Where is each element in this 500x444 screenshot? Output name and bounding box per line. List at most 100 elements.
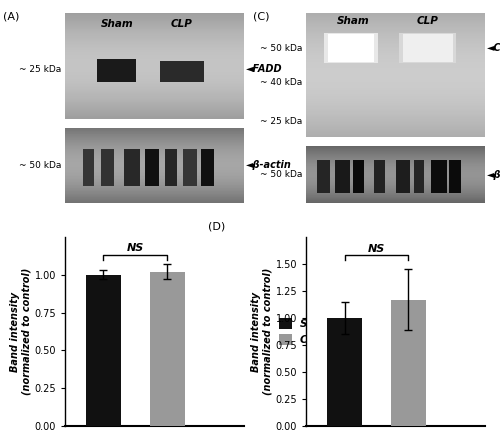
- Bar: [65, 149, 244, 150]
- Bar: [65, 101, 244, 102]
- Bar: [65, 40, 244, 41]
- Bar: [306, 63, 485, 64]
- Bar: [306, 147, 485, 148]
- Text: NS: NS: [126, 243, 144, 254]
- Y-axis label: Band intensity
(normalized to control): Band intensity (normalized to control): [251, 268, 273, 395]
- Bar: [65, 29, 244, 30]
- Bar: [306, 84, 485, 85]
- Bar: [65, 28, 244, 29]
- Bar: [65, 64, 244, 65]
- Bar: [65, 200, 244, 201]
- Bar: [65, 132, 244, 133]
- Bar: [65, 147, 244, 148]
- Bar: [65, 62, 244, 63]
- Bar: [65, 146, 244, 147]
- Bar: [306, 192, 485, 193]
- Bar: [65, 94, 244, 95]
- Bar: [306, 111, 485, 112]
- Bar: [306, 150, 485, 151]
- Bar: [65, 142, 244, 143]
- Bar: [65, 38, 244, 39]
- Bar: [65, 102, 244, 103]
- Bar: [306, 148, 485, 149]
- Bar: [306, 58, 485, 59]
- Bar: [306, 165, 485, 166]
- Bar: [65, 30, 244, 31]
- Bar: [65, 79, 244, 81]
- Bar: [65, 198, 244, 199]
- Bar: [306, 22, 485, 23]
- Bar: [306, 89, 485, 90]
- Bar: [65, 34, 244, 36]
- Bar: [65, 76, 244, 78]
- Bar: [65, 170, 244, 171]
- Bar: [306, 188, 485, 189]
- Text: ◄β-actin: ◄β-actin: [487, 170, 500, 179]
- Bar: [306, 153, 485, 154]
- Bar: [306, 38, 485, 40]
- Bar: [306, 183, 485, 184]
- Bar: [306, 197, 485, 198]
- Bar: [391, 300, 426, 426]
- Bar: [306, 135, 485, 136]
- Bar: [65, 150, 244, 151]
- Bar: [306, 182, 485, 183]
- Bar: [65, 134, 244, 135]
- Bar: [306, 18, 485, 20]
- Bar: [306, 126, 485, 127]
- Bar: [65, 99, 244, 101]
- Bar: [306, 181, 485, 182]
- Bar: [183, 149, 198, 186]
- Bar: [306, 161, 485, 162]
- Bar: [165, 149, 177, 186]
- Bar: [65, 93, 244, 94]
- Bar: [306, 76, 485, 78]
- Bar: [65, 141, 244, 142]
- Bar: [65, 184, 244, 185]
- Bar: [97, 59, 136, 82]
- Bar: [306, 83, 485, 84]
- Bar: [306, 176, 485, 177]
- Bar: [65, 43, 244, 44]
- Bar: [65, 199, 244, 200]
- Bar: [306, 49, 485, 51]
- Text: ◄FADD: ◄FADD: [246, 64, 282, 74]
- Bar: [306, 149, 485, 150]
- Bar: [306, 190, 485, 191]
- Bar: [65, 118, 244, 119]
- Bar: [306, 164, 485, 165]
- Text: ~ 50 kDa: ~ 50 kDa: [19, 161, 61, 170]
- Bar: [65, 202, 244, 203]
- Bar: [306, 74, 485, 75]
- Bar: [306, 114, 485, 115]
- Bar: [306, 98, 485, 99]
- Bar: [306, 82, 485, 83]
- Bar: [306, 57, 485, 58]
- Bar: [306, 42, 485, 43]
- Bar: [86, 275, 121, 426]
- Bar: [65, 189, 244, 190]
- Bar: [306, 62, 485, 63]
- Bar: [306, 127, 485, 129]
- Bar: [65, 82, 244, 83]
- Bar: [65, 85, 244, 86]
- Bar: [65, 65, 244, 66]
- Bar: [65, 66, 244, 67]
- Bar: [306, 101, 485, 103]
- Bar: [306, 20, 485, 21]
- Bar: [306, 75, 485, 76]
- Bar: [306, 178, 485, 179]
- Bar: [65, 105, 244, 106]
- Bar: [306, 160, 485, 161]
- Bar: [324, 33, 378, 63]
- Bar: [65, 90, 244, 91]
- Bar: [65, 185, 244, 186]
- Bar: [65, 143, 244, 144]
- Bar: [65, 135, 244, 136]
- Bar: [306, 103, 485, 104]
- Bar: [65, 127, 244, 128]
- Bar: [65, 115, 244, 116]
- Bar: [65, 168, 244, 169]
- Bar: [65, 47, 244, 48]
- Bar: [306, 87, 485, 88]
